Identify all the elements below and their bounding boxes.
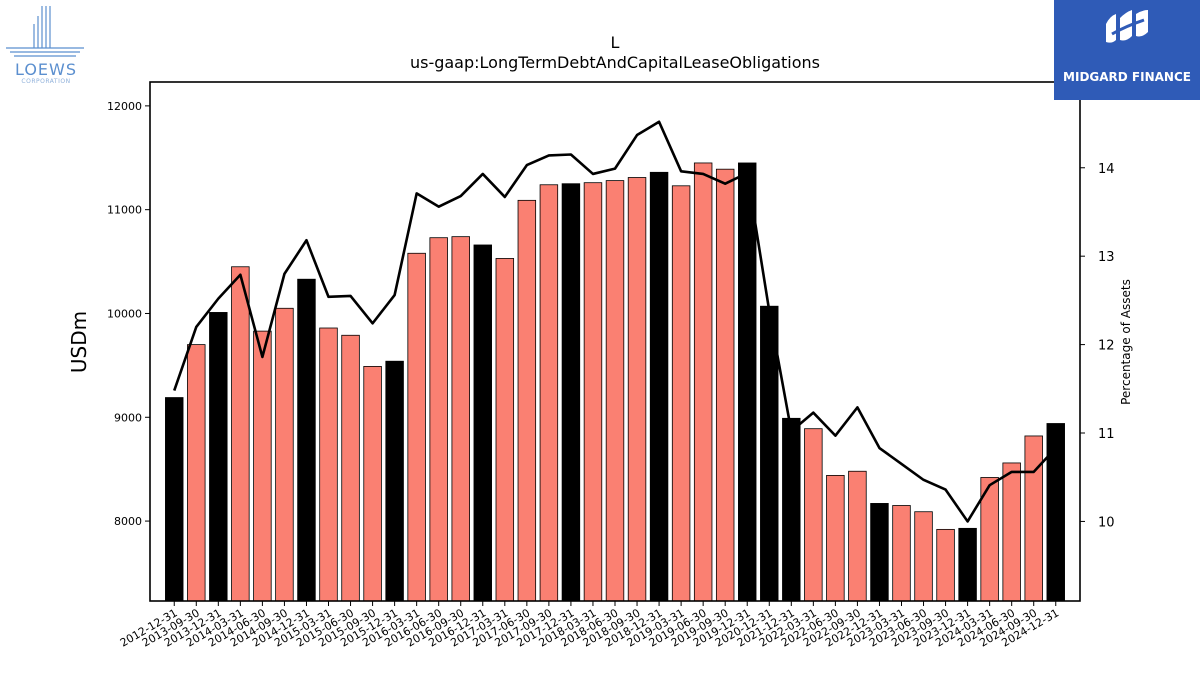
loews-logo: LOEWS CORPORATION (4, 4, 88, 86)
y-tick-label: 12000 (107, 100, 142, 113)
bar-2017-03-31 (495, 258, 515, 602)
bar-2019-09-30 (715, 168, 735, 602)
axes (145, 81, 1085, 606)
loews-mark-icon (6, 6, 84, 57)
bar-2023-09-30 (936, 528, 955, 602)
bar-2016-03-31 (407, 252, 426, 602)
y-tick-label: 11000 (107, 204, 142, 217)
bar-2015-12-31 (385, 360, 404, 602)
percentage-of-assets-line (173, 120, 1057, 523)
bar-2022-12-31 (870, 503, 889, 602)
bar-2024-06-30 (1002, 462, 1021, 602)
bar-2016-09-30 (451, 236, 470, 602)
bar-2018-12-31 (649, 171, 669, 602)
bar-2019-12-31 (738, 162, 757, 602)
percentage-line-series (173, 120, 1057, 523)
x-tick-labels: 2012-12-312013-09-302013-12-312014-03-31… (118, 606, 1061, 649)
y-tick-label: 8000 (114, 515, 142, 528)
bar-2014-03-31 (231, 266, 250, 602)
bar-2015-03-31 (319, 327, 338, 602)
bar-2016-06-30 (429, 237, 448, 602)
bar-2014-12-31 (297, 278, 316, 602)
bar-2024-12-31 (1046, 423, 1065, 602)
bar-2013-09-30 (187, 344, 206, 602)
bar-series (165, 162, 1065, 602)
bar-2017-12-31 (561, 183, 581, 602)
y2-tick-label: 11 (1098, 427, 1115, 442)
y-axis-label: USDm (67, 311, 91, 373)
y2-tick-label: 14 (1098, 162, 1115, 177)
bar-2018-03-31 (583, 182, 603, 602)
bar-2012-12-31 (165, 397, 184, 602)
bar-2022-03-31 (804, 428, 823, 602)
y2-axis-label: Percentage of Assets (1119, 279, 1133, 405)
y2-tick-labels: 10 11 12 13 14 (1098, 162, 1115, 531)
midgard-finance-text: MIDGARD FINANCE (1063, 70, 1191, 84)
y2-tick-label: 10 (1098, 515, 1115, 530)
loews-logo-subtext: CORPORATION (21, 78, 71, 85)
loews-logo-text: LOEWS (14, 60, 78, 79)
bar-2014-09-30 (275, 307, 294, 602)
bar-2013-12-31 (209, 312, 228, 602)
bar-2017-06-30 (517, 199, 537, 602)
bar-2015-09-30 (363, 366, 382, 602)
y2-tick-label: 13 (1098, 250, 1115, 265)
y2-tick-label: 12 (1098, 339, 1115, 354)
y-tick-labels: 8000 9000 10000 11000 12000 (107, 100, 142, 528)
bar-2023-06-30 (914, 511, 933, 602)
bar-2024-09-30 (1024, 435, 1043, 602)
bar-2015-06-30 (341, 334, 360, 602)
midgard-mark-icon (1106, 10, 1148, 43)
bar-2021-12-31 (782, 417, 801, 602)
bar-2022-06-30 (826, 474, 845, 602)
bar-2023-03-31 (892, 505, 911, 602)
bar-2022-09-30 (848, 470, 867, 602)
bar-2016-12-31 (473, 244, 492, 602)
chart-subtitle: us-gaap:LongTermDebtAndCapitalLeaseOblig… (410, 53, 820, 72)
bar-2014-06-30 (253, 330, 272, 602)
bar-2019-03-31 (671, 185, 691, 602)
bar-2018-09-30 (627, 177, 647, 602)
chart-title: L (611, 33, 620, 52)
y-tick-label: 10000 (107, 307, 142, 320)
midgard-finance-logo: MIDGARD FINANCE (1054, 0, 1200, 100)
bar-2018-06-30 (605, 180, 625, 602)
bar-2023-12-31 (958, 527, 977, 602)
bar-2019-06-30 (693, 162, 713, 602)
bar-2017-09-30 (539, 184, 559, 602)
y-tick-label: 9000 (114, 411, 142, 424)
